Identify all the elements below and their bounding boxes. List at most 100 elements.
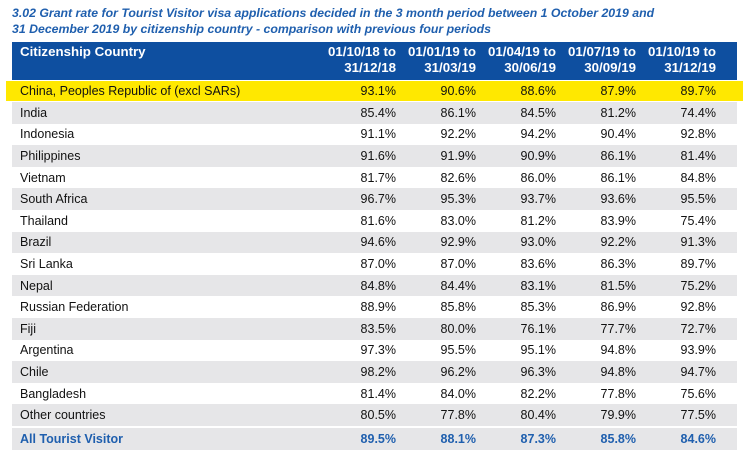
header-text: 01/10/19 to [647, 44, 716, 59]
grant-rate-cell: 77.7% [600, 321, 636, 336]
header-period-4: 01/07/19 to 30/09/19 [556, 42, 636, 80]
grant-rate-cell: 84.8% [360, 278, 396, 293]
grant-rate-cell: 88.6% [520, 84, 556, 98]
country-cell: Chile [20, 364, 49, 379]
grant-rate-cell: 84.8% [680, 170, 716, 185]
country-cell: Brazil [20, 235, 52, 250]
grant-rate-cell: 84.4% [440, 278, 476, 293]
grant-rate-cell: 84.5% [520, 105, 556, 120]
country-cell: Vietnam [20, 170, 66, 185]
grant-rate-cell: 76.1% [520, 321, 556, 336]
grant-rate-cell: 81.2% [520, 213, 556, 228]
grant-rate-cell: 84.0% [440, 386, 476, 401]
grant-rate-cell: 90.6% [440, 84, 476, 98]
title-line-1: 3.02 Grant rate for Tourist Visitor visa… [12, 6, 655, 20]
grant-rate-cell: 87.0% [440, 256, 476, 271]
country-cell: India [20, 105, 48, 120]
grant-rate-cell: 83.1% [520, 278, 556, 293]
table-row: Bangladesh 81.4% 84.0% 82.2% 77.8% 75.6% [12, 383, 737, 405]
grant-rate-cell: 85.4% [360, 105, 396, 120]
header-text: 01/07/19 to [567, 44, 636, 59]
country-cell: Fiji [20, 321, 36, 336]
grant-rate-cell: 75.6% [680, 386, 716, 401]
header-text: 31/03/19 [424, 60, 476, 75]
grant-rate-cell: 89.5% [360, 431, 396, 446]
grant-rate-cell: 93.6% [600, 192, 636, 207]
grant-rate-cell: 94.6% [360, 235, 396, 250]
grant-rate-cell: 79.9% [600, 408, 636, 423]
table-row: India 85.4% 86.1% 84.5% 81.2% 74.4% [12, 102, 737, 124]
table-row: Sri Lanka 87.0% 87.0% 83.6% 86.3% 89.7% [12, 253, 737, 275]
grant-rate-cell: 86.0% [520, 170, 556, 185]
grant-rate-cell: 91.3% [680, 235, 716, 250]
grant-rate-cell: 72.7% [680, 321, 716, 336]
grant-rate-cell: 82.2% [520, 386, 556, 401]
total-row: All Tourist Visitor 89.5% 88.1% 87.3% 85.8% 8… [12, 427, 737, 450]
header-period-2: 01/01/19 to 31/03/19 [396, 42, 476, 80]
table-row: Brazil 94.6% 92.9% 93.0% 92.2% 91.3% [12, 231, 737, 254]
grant-rate-cell: 81.5% [600, 278, 636, 293]
country-cell: Indonesia [20, 127, 75, 142]
grant-rate-cell: 95.5% [440, 343, 476, 358]
grant-rate-cell: 81.7% [360, 170, 396, 185]
header-text: 01/04/19 to [487, 44, 556, 59]
grant-rate-cell: 86.1% [440, 105, 476, 120]
table-row: Argentina 97.3% 95.5% 95.1% 94.8% 93.9% [12, 340, 737, 362]
grant-rate-cell: 95.3% [440, 192, 476, 207]
grant-rate-cell: 91.9% [440, 148, 476, 163]
grant-rate-cell: 81.6% [360, 213, 396, 228]
grant-rate-cell: 94.8% [600, 343, 636, 358]
grant-rate-cell: 95.1% [520, 343, 556, 358]
grant-rate-cell: 93.1% [360, 84, 396, 98]
country-cell: Sri Lanka [20, 256, 73, 271]
table-row: Nepal 84.8% 84.4% 83.1% 81.5% 75.2% [12, 274, 737, 297]
country-cell: Argentina [20, 343, 74, 358]
grant-rate-cell: 77.8% [600, 386, 636, 401]
grant-rate-cell: 87.0% [360, 256, 396, 271]
grant-rate-cell: 88.1% [440, 431, 476, 446]
grant-rate-cell: 86.9% [600, 300, 636, 315]
header-period-5: 01/10/19 to 31/12/19 [636, 42, 716, 80]
grant-rate-cell: 96.3% [520, 364, 556, 379]
grant-rate-cell: 85.8% [440, 300, 476, 315]
country-cell: Philippines [20, 148, 81, 163]
grant-rate-cell: 83.5% [360, 321, 396, 336]
header-text: 01/01/19 to [407, 44, 476, 59]
table-title: 3.02 Grant rate for Tourist Visitor visa… [12, 5, 654, 37]
country-cell: South Africa [20, 192, 88, 207]
header-text: 01/10/18 to [327, 44, 396, 59]
country-cell: Russian Federation [20, 300, 129, 315]
country-cell: Thailand [20, 213, 68, 228]
grant-rate-cell: 75.4% [680, 213, 716, 228]
table-row: Russian Federation 88.9% 85.8% 85.3% 86.9% 92… [12, 296, 737, 318]
grant-rate-cell: 97.3% [360, 343, 396, 358]
header-text: 31/12/19 [664, 60, 716, 75]
grant-rate-cell: 90.4% [600, 127, 636, 142]
grant-rate-cell: 96.7% [360, 192, 396, 207]
grant-rate-cell: 94.2% [520, 127, 556, 142]
grant-rate-cell: 92.8% [680, 300, 716, 315]
grant-rate-cell: 89.7% [680, 84, 716, 98]
grant-rate-cell: 90.9% [520, 148, 556, 163]
grant-rate-cell: 94.8% [600, 364, 636, 379]
header-citizenship-country: Citizenship Country [20, 44, 146, 59]
table-row: South Africa 96.7% 95.3% 93.7% 93.6% 95.5% [12, 188, 737, 210]
grant-rate-cell: 80.4% [520, 408, 556, 423]
country-cell: All Tourist Visitor [20, 431, 124, 446]
header-text: 31/12/18 [344, 60, 396, 75]
country-cell: Nepal [20, 278, 53, 293]
grant-rate-cell: 92.9% [440, 235, 476, 250]
grant-rate-cell: 92.2% [600, 235, 636, 250]
grant-rate-table: Citizenship Country 01/10/18 to 31/12/18 … [6, 42, 743, 450]
table-row: Indonesia 91.1% 92.2% 94.2% 90.4% 92.8% [12, 124, 737, 146]
grant-rate-cell: 75.2% [680, 278, 716, 293]
country-cell: Bangladesh [20, 386, 87, 401]
grant-rate-cell: 93.7% [520, 192, 556, 207]
grant-rate-cell: 95.5% [680, 192, 716, 207]
grant-rate-cell: 87.3% [520, 431, 556, 446]
table-row: China, Peoples Republic of (excl SARs) 93… [6, 81, 743, 101]
grant-rate-cell: 85.8% [600, 431, 636, 446]
header-text: 30/06/19 [504, 60, 556, 75]
grant-rate-cell: 96.2% [440, 364, 476, 379]
title-line-2: 31 December 2019 by citizenship country … [12, 22, 492, 36]
